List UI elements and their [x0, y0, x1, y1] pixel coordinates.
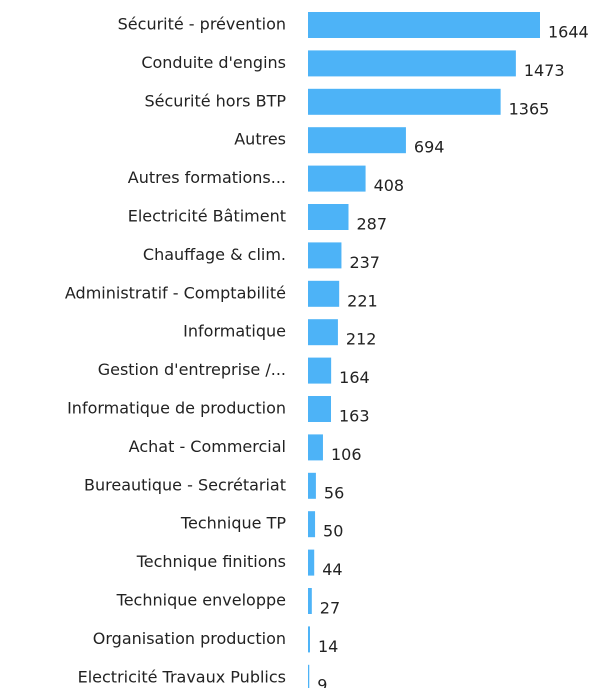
value-label: 1644 [548, 23, 589, 42]
value-label: 163 [339, 407, 370, 426]
bar [308, 204, 349, 230]
value-label: 408 [374, 176, 405, 195]
category-label: Achat - Commercial [129, 437, 286, 456]
bar [308, 88, 501, 115]
bar [308, 472, 316, 499]
category-label: Electricité Bâtiment [128, 207, 286, 226]
category-label: Gestion d'entreprise /... [98, 360, 286, 379]
value-label: 106 [331, 445, 362, 464]
category-label: Technique enveloppe [116, 591, 286, 610]
category-label: Technique finitions [136, 552, 286, 571]
bar [308, 127, 406, 154]
bar [308, 549, 315, 576]
category-label: Sécurité - prévention [118, 15, 286, 34]
category-label: Technique TP [180, 514, 286, 533]
bar [308, 12, 540, 38]
value-label: 221 [347, 291, 378, 310]
value-label: 694 [414, 138, 445, 157]
bar [308, 242, 342, 269]
category-label: Autres [234, 130, 286, 149]
value-label: 1473 [524, 61, 565, 80]
bar [308, 511, 316, 538]
bar [308, 588, 312, 614]
value-label: 27 [320, 599, 340, 618]
bar [308, 280, 340, 307]
category-label: Conduite d'engins [141, 53, 286, 72]
bar [308, 165, 366, 192]
value-label: 50 [323, 522, 343, 541]
bar [308, 434, 323, 461]
value-label: 1365 [509, 99, 550, 118]
category-label: Chauffage & clim. [143, 245, 286, 264]
value-label: 56 [324, 483, 344, 502]
category-label: Bureautique - Secrétariat [84, 475, 286, 494]
bar [308, 664, 310, 688]
bar [308, 626, 310, 653]
value-label: 164 [339, 368, 370, 387]
value-label: 237 [349, 253, 380, 272]
bar [308, 319, 338, 346]
value-label: 14 [318, 637, 338, 656]
value-label: 287 [357, 215, 388, 234]
category-label: Electricité Travaux Publics [78, 667, 286, 686]
category-label: Informatique de production [67, 399, 286, 418]
category-label: Informatique [183, 322, 286, 341]
bar [308, 357, 332, 384]
bar [308, 396, 332, 422]
category-label: Autres formations... [128, 168, 286, 187]
value-label: 44 [322, 560, 342, 579]
category-label: Organisation production [93, 629, 286, 648]
bar [308, 50, 516, 77]
value-label: 212 [346, 330, 377, 349]
category-label: Administratif - Comptabilité [65, 283, 286, 302]
value-label: 9 [317, 675, 327, 688]
category-label: Sécurité hors BTP [145, 91, 287, 110]
